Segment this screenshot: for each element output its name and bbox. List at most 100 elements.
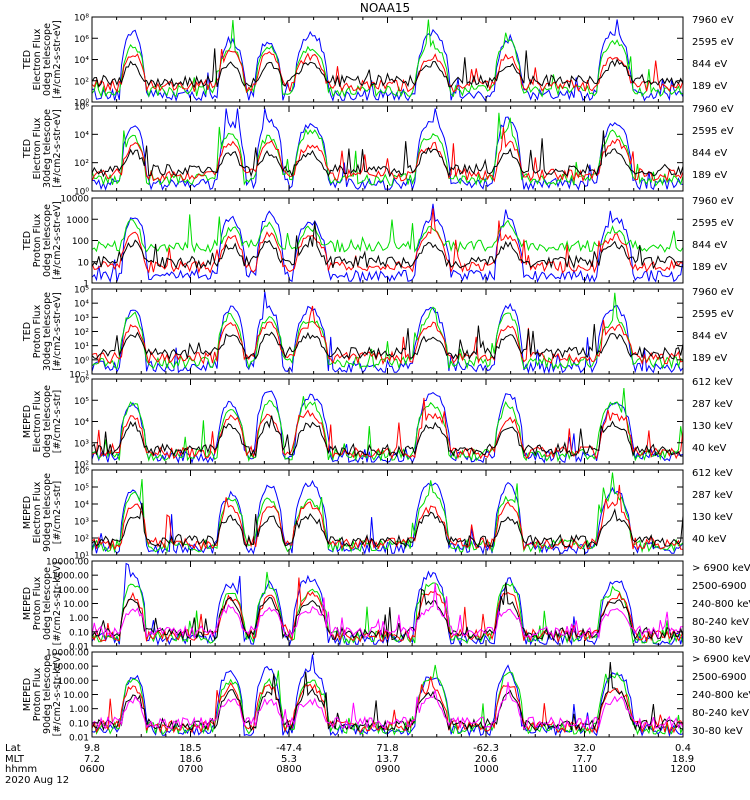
panel-2-ylabel: [#/cm2-s-str-eV] — [52, 109, 63, 188]
panel-7-ytick-label: 0.01 — [69, 643, 89, 653]
footer-value: 1100 — [572, 764, 597, 775]
panel-1-series-189-ev — [92, 19, 683, 102]
panel-5-traces — [92, 387, 683, 464]
panel-5-ylabel: MEPED — [22, 405, 33, 438]
panel-7-legend-entry: > 6900 keV — [692, 563, 750, 574]
footer-value: 0900 — [375, 764, 400, 775]
panel-7-ylabel: 0deg telescope — [42, 567, 53, 640]
panel-6-ylabel: [#/cm2-s-str] — [52, 481, 63, 544]
panel-4-series-2595-ev — [92, 305, 683, 366]
footer-value: 0800 — [276, 764, 301, 775]
panel-8-ytick-label: 1000.00 — [52, 663, 89, 673]
panel-7-traces — [92, 562, 683, 646]
panel-8-ylabel: 90deg telescope — [42, 655, 53, 734]
panel-2-series-2595-ev — [92, 127, 683, 183]
footer-value: 0700 — [178, 764, 203, 775]
panel-6-legend-entry: 612 keV — [692, 468, 733, 479]
panel-4: 10⁻¹ 10⁰ 10¹ 10² 10³ 10⁴ 10⁵ TED Proton Flux 30de… — [22, 286, 734, 381]
panel-6-series-612-kev — [92, 502, 683, 549]
panel-3-legend-entry: 2595 eV — [692, 218, 734, 229]
panel-1-ylabel: [#/cm2-s-str-eV] — [52, 20, 63, 99]
panel-8-legend-entry: 30-80 keV — [692, 726, 743, 737]
panel-8-legend-entry: > 6900 keV — [692, 654, 750, 665]
panel-7-series--6900-kev — [92, 583, 683, 640]
panel-2-series-189-ev — [92, 108, 683, 191]
footer-value: 32.0 — [573, 743, 595, 754]
panel-5-legend-entry: 40 keV — [692, 443, 726, 454]
panel-4-ytick-label: 10¹ — [74, 342, 89, 352]
panel-1-legend-entry: 844 eV — [692, 59, 727, 70]
panel-5: 10² 10³ 10⁴ 10⁵ 10⁶ MEPED Electron Flux 0deg te… — [22, 376, 733, 471]
footer-value: 18.9 — [672, 754, 694, 765]
figure-title: NOAA15 — [360, 1, 410, 15]
panel-6-series-287-kev — [92, 484, 683, 552]
panel-5-ylabel: Electron Flux — [32, 390, 43, 452]
panel-6-legend-entry: 130 keV — [692, 512, 733, 523]
panel-6-ytick-label: 10² — [74, 535, 89, 545]
panel-1-frame — [91, 16, 684, 103]
panel-3-legend-entry: 844 eV — [692, 240, 727, 251]
panel-7-ytick-label: 10.00 — [63, 600, 89, 610]
panel-8-ytick-label: 100.00 — [58, 677, 90, 687]
panel-6-ytick-label: 10⁶ — [74, 467, 89, 477]
footer-row-label: 2020 Aug 12 — [5, 775, 69, 786]
panel-1-ytick-label: 10⁶ — [74, 35, 89, 45]
panel-8-frame — [91, 651, 684, 738]
panel-1-ylabel: 0deg telescope — [42, 23, 53, 96]
panel-3-ytick-label: 10000 — [60, 195, 89, 205]
panel-4-ylabel: [#/cm2-s-str-eV] — [52, 292, 63, 371]
panel-8-ylabel: Proton Flux — [32, 667, 43, 721]
panel-8-ytick-label: 0.01 — [69, 734, 89, 744]
panel-3: 1 10 100 1000 10000 TED Proton Flux 0deg telesc… — [22, 195, 734, 290]
panel-8-legend-entry: 240-800 keV — [692, 690, 750, 701]
panel-7-series-240-800-kev — [92, 577, 683, 644]
panel-4-series-7960-ev — [92, 324, 683, 361]
panel-6-ytick-label: 10¹ — [74, 552, 89, 562]
panel-8-ytick-label: 0.10 — [69, 719, 89, 729]
panel-7-legend-entry: 80-240 keV — [692, 617, 749, 628]
panel-3-ytick-label: 10 — [78, 258, 90, 268]
panel-3-legend-entry: 7960 eV — [692, 196, 734, 207]
panel-8-ylabel: [#/cm2-s-str-keV] — [52, 653, 63, 737]
panel-6-ytick-label: 10⁵ — [74, 484, 89, 494]
panel-1-ytick-label: 10² — [74, 77, 89, 87]
panel-4-ytick-label: 10² — [74, 328, 89, 338]
panel-4-ytick-label: 10⁰ — [74, 356, 89, 366]
panel-5-ylabel: 0deg telescope — [42, 385, 53, 458]
panel-8-traces — [92, 654, 683, 737]
panel-1-series-2595-ev — [92, 49, 683, 94]
footer-value: 1200 — [670, 764, 695, 775]
panel-7-legend-entry: 30-80 keV — [692, 635, 743, 646]
panel-2-ylabel: Electron Flux — [32, 117, 43, 179]
panel-3-legend-entry: 189 eV — [692, 262, 727, 273]
footer-row-label: hhmm — [5, 764, 37, 775]
panel-4-ytick-label: 10⁴ — [74, 300, 89, 310]
panel-5-legend-entry: 287 keV — [692, 399, 733, 410]
panel-6-ylabel: 90deg telescope — [42, 473, 53, 552]
panel-1-series-7960-ev — [92, 48, 683, 89]
panel-2-legend-entry: 844 eV — [692, 148, 727, 159]
panel-7-ylabel: Proton Flux — [32, 576, 43, 630]
panel-6-traces — [92, 472, 683, 555]
panel-2-legend-entry: 2595 eV — [692, 126, 734, 137]
panel-2-ylabel: 30deg telescope — [42, 109, 53, 188]
panel-2: 10⁰ 10² 10⁴ 10⁶ TED Electron Flux 30deg telesc… — [22, 103, 734, 198]
panel-6-legend-entry: 40 keV — [692, 534, 726, 545]
panel-1-legend-entry: 189 eV — [692, 81, 727, 92]
panel-3-series-844-ev — [92, 214, 683, 254]
panel-3-ytick-label: 100 — [72, 237, 89, 247]
panel-6-ytick-label: 10³ — [74, 518, 89, 528]
panel-1-ylabel: TED — [22, 50, 33, 70]
panel-7-ylabel: MEPED — [22, 587, 33, 620]
panel-3-ylabel: [#/cm2-s-str-eV] — [52, 201, 63, 280]
panel-2-ytick-label: 10⁰ — [74, 188, 89, 198]
panel-5-series-130-kev — [92, 387, 683, 463]
panel-8-ytick-label: 10000.00 — [46, 649, 89, 659]
panel-7-legend-entry: 240-800 keV — [692, 599, 750, 610]
panel-4-ytick-label: 10³ — [74, 314, 89, 324]
panel-5-legend-entry: 130 keV — [692, 421, 733, 432]
panel-3-ylabel: 0deg telescope — [42, 204, 53, 277]
panel-4-traces — [92, 291, 683, 374]
